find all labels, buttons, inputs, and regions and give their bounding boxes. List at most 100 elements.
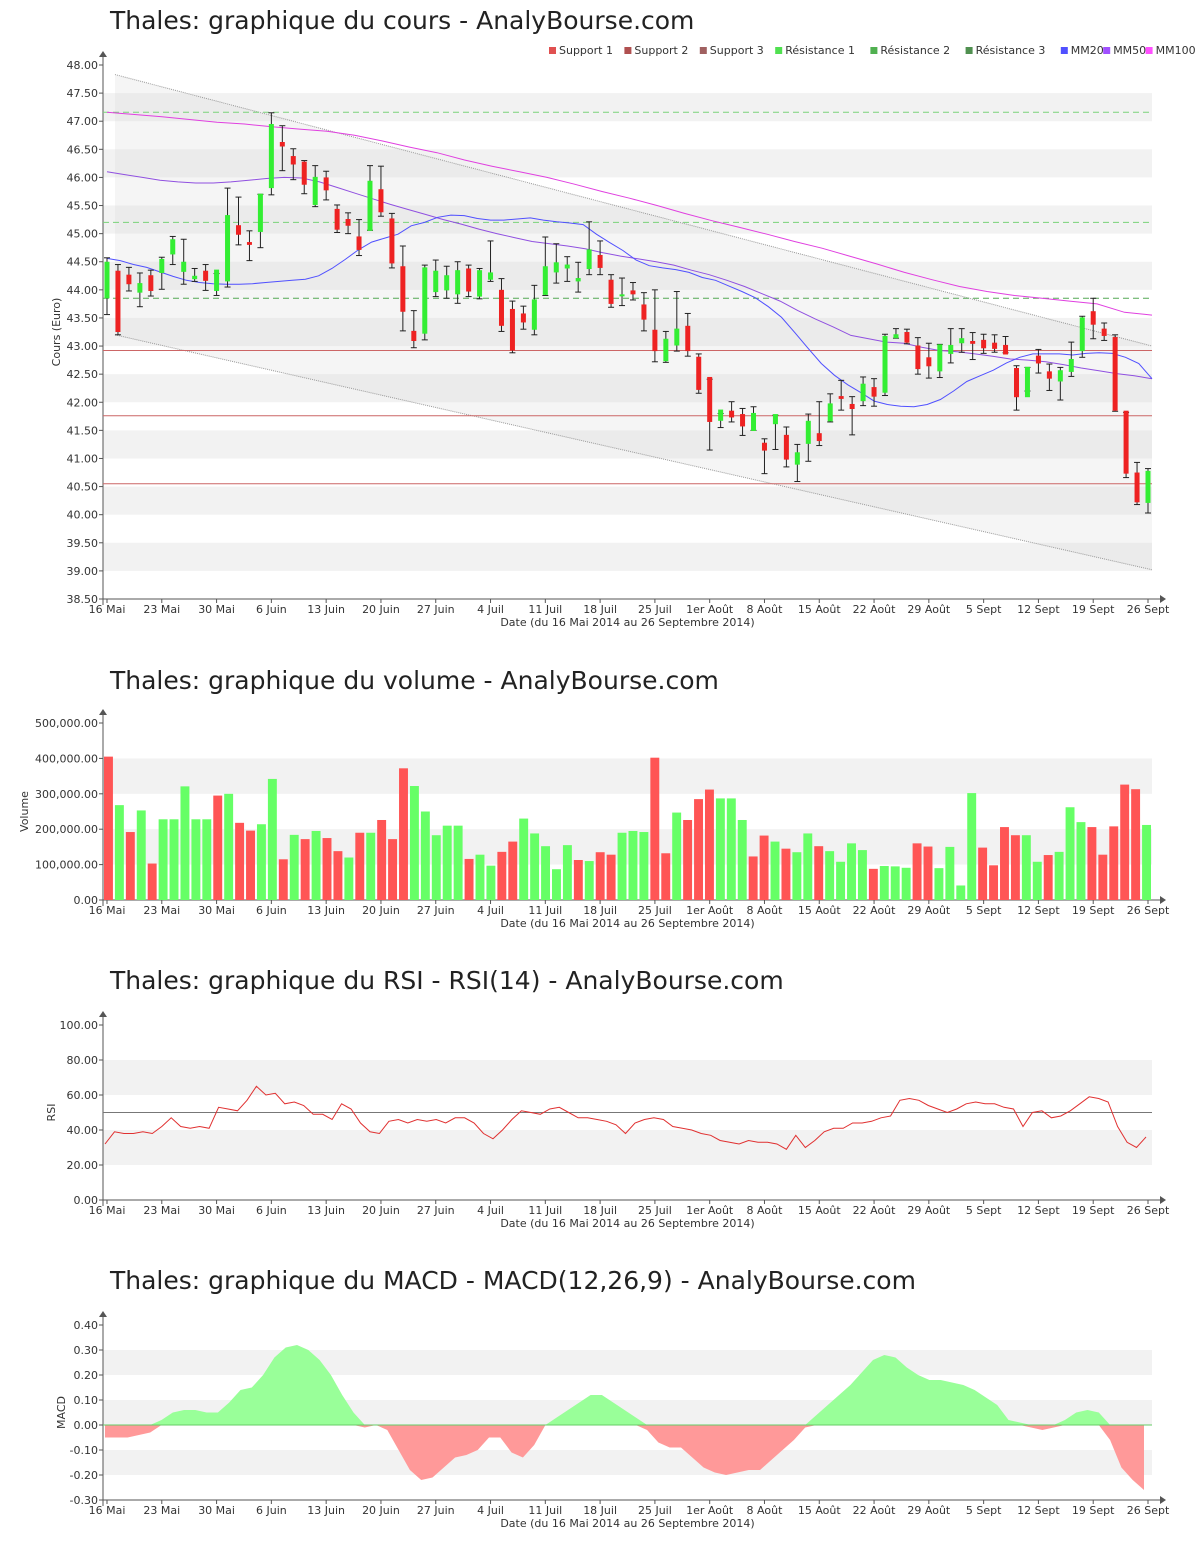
volume-bar (803, 833, 813, 900)
grid-band (103, 149, 1152, 178)
candle-body (192, 275, 198, 280)
x-axis-label: Date (du 16 Mai 2014 au 26 Septembre 201… (500, 1217, 754, 1230)
candle-body (1101, 328, 1107, 336)
candle-body (367, 180, 373, 231)
candle-body (498, 289, 504, 326)
y-tick-label: 0.10 (74, 1394, 99, 1407)
x-tick-label: 12 Sept (1017, 1504, 1060, 1517)
candle-body (378, 189, 384, 213)
volume-bar (792, 852, 802, 900)
x-tick-label: 6 Juin (256, 904, 287, 917)
legend-label: Support 3 (710, 44, 764, 57)
grid-band (103, 317, 1152, 347)
candle-body (520, 313, 526, 323)
volume-bar (836, 861, 846, 900)
grid-band (103, 205, 1152, 234)
x-tick-label: 23 Mai (143, 603, 180, 616)
candle-body (893, 334, 899, 339)
grid-band (103, 1450, 1152, 1475)
x-tick-label: 22 Août (853, 1504, 897, 1517)
grid-band (103, 1350, 1152, 1375)
candle-body (115, 270, 121, 332)
candle-body (356, 236, 362, 250)
x-tick-label: 30 Mai (198, 904, 235, 917)
candle-body (1079, 317, 1085, 352)
volume-bar (191, 819, 201, 900)
y-tick-label: 42.50 (67, 368, 99, 381)
x-tick-label: 27 Juin (417, 904, 455, 917)
volume-bar (453, 825, 463, 900)
volume-bar (584, 861, 594, 900)
chart-title: Thales: graphique du cours - AnalyBourse… (110, 6, 695, 35)
chart-title: Thales: graphique du volume - AnalyBours… (110, 666, 719, 695)
x-tick-label: 1er Août (686, 603, 734, 616)
y-tick-label: 47.00 (67, 115, 99, 128)
y-tick-label: 40.00 (67, 1124, 99, 1137)
candle-body (619, 294, 625, 297)
candle-body (630, 290, 636, 295)
x-tick-label: 22 Août (853, 1204, 897, 1217)
legend-swatch (965, 47, 973, 54)
volume-bar (923, 846, 933, 900)
volume-bar (694, 799, 703, 900)
grid-band (103, 261, 1152, 290)
y-tick-label: 48.00 (67, 59, 99, 72)
x-tick-label: 23 Mai (143, 1504, 180, 1517)
rsi-chart: 0.00 20.00 40.00 60.00 80.00 100.00 16 Mai 23 M… (45, 1011, 1170, 1230)
volume-bar (683, 819, 693, 900)
candle-body (871, 387, 877, 397)
x-tick-label: 26 Sept (1127, 603, 1170, 616)
x-tick-label: 18 Juil (583, 1204, 617, 1217)
candle-body (794, 452, 800, 465)
x-tick-label: 8 Août (747, 603, 784, 616)
y-tick-label: 44.50 (67, 256, 99, 269)
candle-body (477, 270, 483, 297)
x-tick-label: 29 Août (907, 603, 951, 616)
y-tick-label: 43.50 (67, 312, 99, 325)
x-tick-label: 16 Mai (89, 1504, 126, 1517)
mm100-line (106, 111, 1153, 316)
volume-bar (1010, 835, 1020, 900)
candle-body (246, 242, 252, 245)
x-tick-label: 15 Août (798, 603, 842, 616)
volume-bar (256, 824, 266, 900)
volume-bar (1032, 861, 1042, 900)
volume-bar (355, 832, 365, 900)
volume-bar (1098, 854, 1108, 900)
mm50-line (106, 171, 1153, 380)
x-tick-label: 18 Juil (583, 904, 617, 917)
volume-bar (552, 869, 561, 900)
y-tick-label: -0.10 (70, 1444, 98, 1457)
x-tick-label: 30 Mai (198, 603, 235, 616)
candle-body (915, 345, 921, 370)
x-tick-label: 1er Août (686, 904, 734, 917)
legend-label: Support 1 (559, 44, 613, 57)
x-tick-label: 6 Juin (256, 1504, 287, 1517)
legend-label: MM50 (1113, 44, 1146, 57)
y-axis-label: Cours (Euro) (50, 298, 63, 367)
y-tick-label: 40.50 (67, 481, 99, 494)
candle-body (1057, 370, 1063, 382)
volume-bar (1065, 807, 1075, 900)
x-tick-label: 18 Juil (583, 1504, 617, 1517)
volume-bar (169, 819, 179, 900)
volume-bar (442, 825, 452, 900)
candle-body (882, 335, 888, 393)
volume-bar (1043, 855, 1053, 900)
x-tick-label: 8 Août (747, 904, 784, 917)
candle-body (257, 193, 263, 232)
grid-band (103, 93, 1152, 122)
candle-body (729, 410, 735, 418)
grid-band (103, 758, 1152, 794)
x-tick-label: 25 Juil (638, 1204, 672, 1217)
volume-bar (289, 834, 299, 900)
y-tick-label: 0.00 (74, 1419, 99, 1432)
volume-bar (202, 819, 212, 900)
y-tick-label: 39.00 (67, 565, 99, 578)
candle-body (345, 219, 351, 226)
volume-bar (267, 778, 277, 900)
candle-body (553, 262, 559, 273)
candle-body (334, 208, 340, 230)
grid-band (103, 430, 1152, 459)
volume-bar (989, 865, 999, 900)
